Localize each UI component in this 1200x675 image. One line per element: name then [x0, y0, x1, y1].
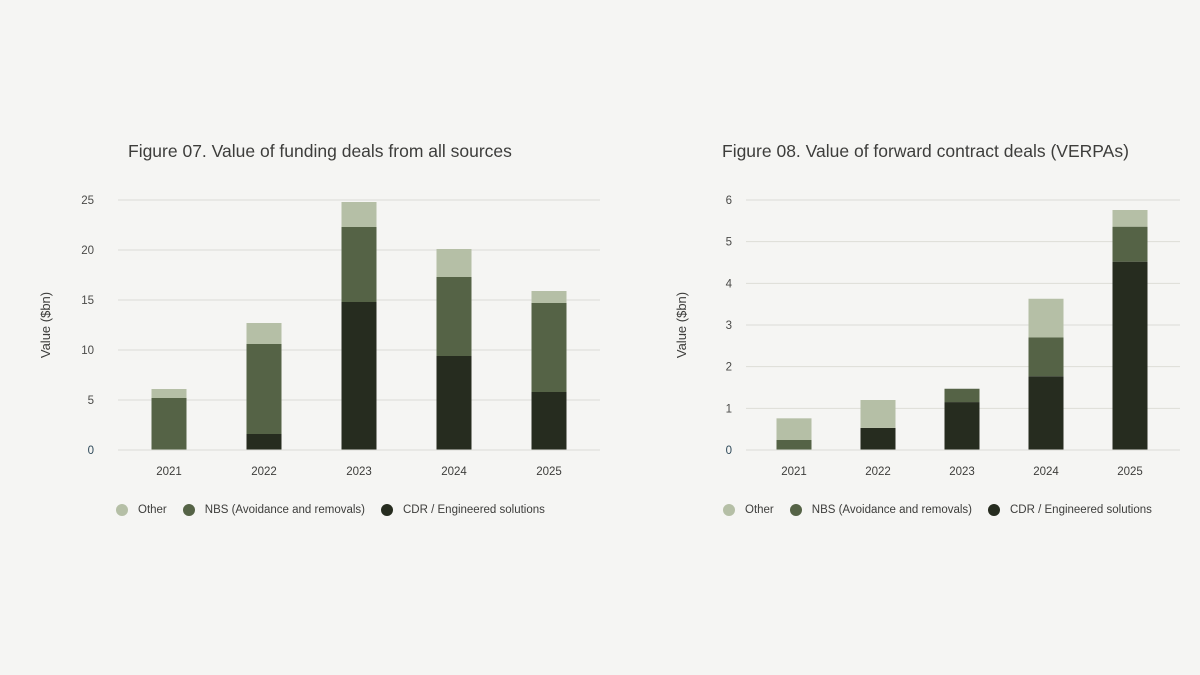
legend-label-nbs: NBS (Avoidance and removals)	[204, 504, 365, 516]
x-tick-label: 2025	[1117, 466, 1143, 478]
bar-nbs-2025	[1112, 226, 1148, 262]
x-tick-label: 2022	[251, 466, 277, 478]
bar-nbs-2021	[151, 398, 187, 450]
y-tick-label: 20	[81, 245, 94, 257]
bar-cdr-2022	[860, 427, 896, 450]
bar-cdr-2023	[944, 402, 980, 450]
bar-cdr-2024	[1028, 376, 1064, 450]
y-tick-label: 1	[726, 403, 732, 415]
legend-swatch-other	[116, 504, 128, 516]
x-tick-label: 2025	[536, 466, 562, 478]
legend-swatch-other	[723, 504, 735, 516]
bar-cdr-2025	[1112, 261, 1148, 450]
legend-label-cdr: CDR / Engineered solutions	[403, 504, 545, 516]
legend-label-other: Other	[138, 504, 167, 516]
bar-nbs-2021	[776, 440, 812, 450]
chart-title-figure-08: Figure 08. Value of forward contract dea…	[722, 141, 1129, 161]
legend-figure-08: Other NBS (Avoidance and removals) CDR /…	[723, 504, 1168, 516]
legend-figure-07: Other NBS (Avoidance and removals) CDR /…	[116, 504, 561, 516]
legend-swatch-cdr	[988, 504, 1000, 516]
bar-nbs-2024	[436, 277, 472, 356]
bar-nbs-2025	[531, 303, 567, 392]
y-tick-label: 4	[726, 278, 733, 290]
bar-other-2021	[151, 389, 187, 398]
bar-cdr-2023	[341, 302, 377, 450]
y-axis-label: Value ($bn)	[674, 292, 689, 358]
y-tick-label: 5	[88, 395, 94, 407]
legend-label-nbs: NBS (Avoidance and removals)	[811, 504, 972, 516]
legend-item-nbs: NBS (Avoidance and removals)	[789, 504, 972, 516]
legend-swatch-nbs	[789, 504, 802, 516]
x-tick-label: 2022	[865, 466, 891, 478]
legend-item-other: Other	[723, 504, 774, 516]
x-tick-label: 2023	[949, 466, 975, 478]
legend-swatch-nbs	[182, 504, 195, 516]
y-tick-label: 0	[726, 445, 732, 457]
bar-other-2022	[246, 323, 282, 344]
x-tick-label: 2024	[1033, 466, 1059, 478]
bar-cdr-2022	[246, 434, 282, 450]
bar-cdr-2024	[436, 356, 472, 450]
x-tick-label: 2021	[781, 466, 807, 478]
y-tick-label: 10	[81, 345, 94, 357]
bar-other-2025	[531, 291, 567, 303]
legend-label-other: Other	[745, 504, 774, 516]
legend-item-nbs: NBS (Avoidance and removals)	[182, 504, 365, 516]
bar-nbs-2023	[341, 227, 377, 302]
bar-nbs-2022	[246, 344, 282, 434]
legend-item-cdr: CDR / Engineered solutions	[381, 504, 545, 516]
y-tick-label: 25	[81, 195, 94, 207]
y-tick-label: 5	[726, 237, 732, 249]
bar-other-2021	[776, 418, 812, 440]
x-tick-label: 2024	[441, 466, 467, 478]
legend-item-other: Other	[116, 504, 167, 516]
legend-item-cdr: CDR / Engineered solutions	[988, 504, 1152, 516]
bar-nbs-2023	[944, 388, 980, 403]
bar-other-2024	[436, 249, 472, 277]
forward-contract-chart: 0 1 2 3 4 5 6 Value ($bn) 2021 2022 2023 2024 2025	[674, 195, 1180, 478]
bar-cdr-2025	[531, 392, 567, 450]
legend-swatch-cdr	[381, 504, 393, 516]
bar-other-2022	[860, 400, 896, 428]
y-tick-label: 2	[726, 362, 732, 374]
bar-other-2025	[1112, 210, 1148, 227]
y-axis-label: Value ($bn)	[38, 292, 53, 358]
y-tick-label: 3	[726, 320, 732, 332]
x-tick-label: 2023	[346, 466, 372, 478]
y-tick-label: 6	[726, 195, 732, 207]
bar-other-2023	[341, 202, 377, 227]
y-tick-label: 15	[81, 295, 94, 307]
bar-nbs-2024	[1028, 337, 1064, 377]
legend-label-cdr: CDR / Engineered solutions	[1010, 504, 1152, 516]
y-tick-label: 0	[88, 445, 94, 457]
chart-title-figure-07: Figure 07. Value of funding deals from a…	[128, 141, 512, 161]
x-tick-label: 2021	[156, 466, 182, 478]
bar-other-2024	[1028, 298, 1064, 338]
